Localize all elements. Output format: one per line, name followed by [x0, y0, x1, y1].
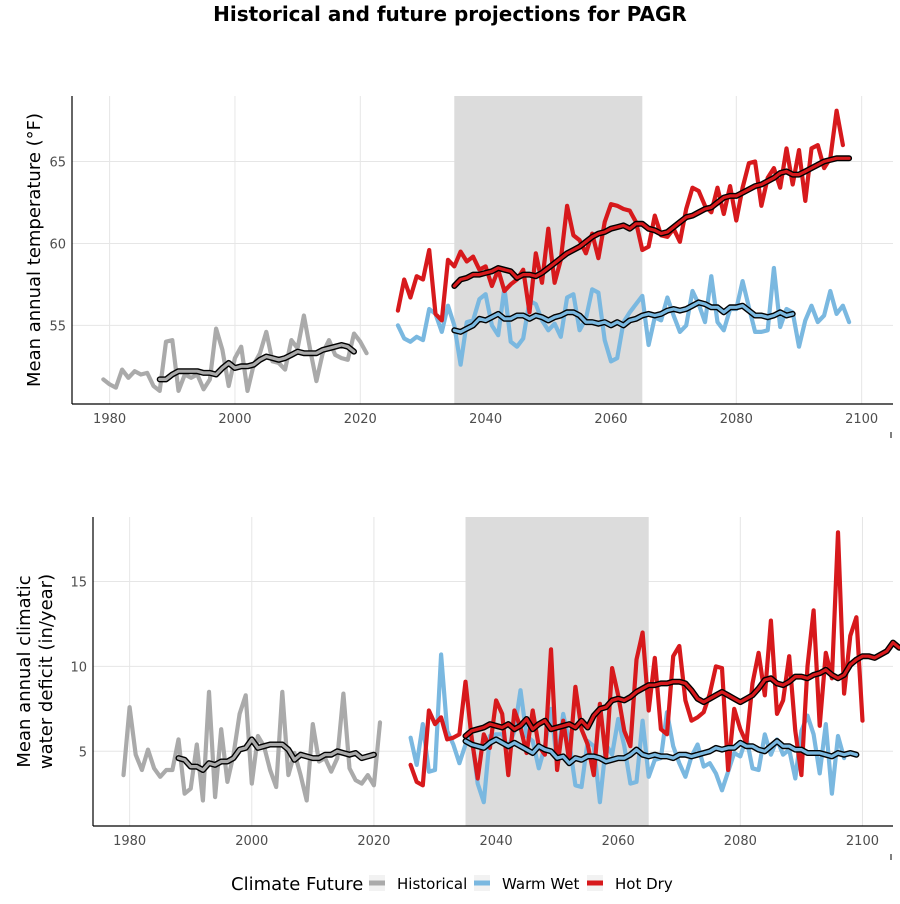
deficit-series-warm-wet-line	[408, 652, 847, 805]
temp-y-tick-label: 65	[49, 156, 66, 171]
temp-x-tick-label: 2040	[469, 412, 502, 427]
legend-item-label: Warm Wet	[502, 875, 580, 893]
deficit-y-tick-label: 10	[70, 660, 87, 675]
temp-series-hot-dry-smooth-line	[452, 156, 851, 288]
deficit-series-warm-wet-smooth-line	[463, 737, 859, 765]
temp-y-axis-title: Mean annual temperature (°F)	[24, 113, 45, 387]
deficit-x-tick-label: 2000	[235, 834, 268, 849]
temp-series-hot-dry-line	[395, 108, 846, 323]
water-deficit-panel: 1980 2000 2020 2040 2060 2080 2100 5 10 15 Mean an…	[14, 517, 900, 860]
chart-title: Historical and future projections for PA…	[213, 2, 687, 26]
temp-x-tick-label: 2000	[218, 412, 251, 427]
legend-title: Climate Future	[231, 874, 363, 895]
deficit-series-hot-dry-line	[408, 530, 865, 788]
temp-y-tick-label: 55	[49, 319, 66, 334]
temp-x-tick-label: 2020	[344, 412, 377, 427]
deficit-series-historical-smooth-line	[176, 737, 376, 772]
deficit-series-hot-dry-smooth-line	[463, 640, 900, 738]
deficit-reference-period-band	[465, 517, 649, 826]
temperature-panel: 1980 2000 2020 2040 2060 2080 2100 55 60 65 Mean a…	[24, 96, 893, 438]
temp-x-tick-label: 2080	[720, 412, 753, 427]
temp-reference-period-band	[454, 96, 643, 404]
legend-item-label: Hot Dry	[615, 875, 673, 893]
deficit-y-axis-title-line: water deficit (in/year)	[36, 574, 57, 769]
deficit-x-tick-label: 2020	[357, 834, 390, 849]
temp-x-tick-label: 2100	[845, 412, 878, 427]
temp-series-warm-wet-smooth-line	[452, 300, 795, 334]
deficit-y-axis-title: Mean annual climaticwater deficit (in/ye…	[14, 574, 57, 769]
deficit-x-tick-label: 2080	[724, 834, 757, 849]
deficit-series-historical-line	[121, 689, 383, 803]
deficit-y-axis-title-line: Mean annual climatic	[14, 575, 35, 767]
temp-series-historical-smooth-line	[158, 343, 356, 381]
deficit-y-tick-label: 5	[79, 745, 87, 760]
deficit-x-tick-label: 2040	[480, 834, 513, 849]
legend: Climate Future Historical Warm Wet Hot Dry	[231, 874, 673, 895]
temp-y-tick-label: 60	[49, 237, 66, 252]
temp-x-tick-label: 2060	[594, 412, 627, 427]
temp-x-tick-label: 1980	[93, 412, 126, 427]
deficit-x-tick-label: 1980	[113, 834, 146, 849]
legend-item-label: Historical	[397, 875, 467, 893]
deficit-y-tick-label: 15	[70, 576, 87, 591]
deficit-x-tick-label: 2060	[602, 834, 635, 849]
deficit-x-tick-label: 2100	[846, 834, 879, 849]
